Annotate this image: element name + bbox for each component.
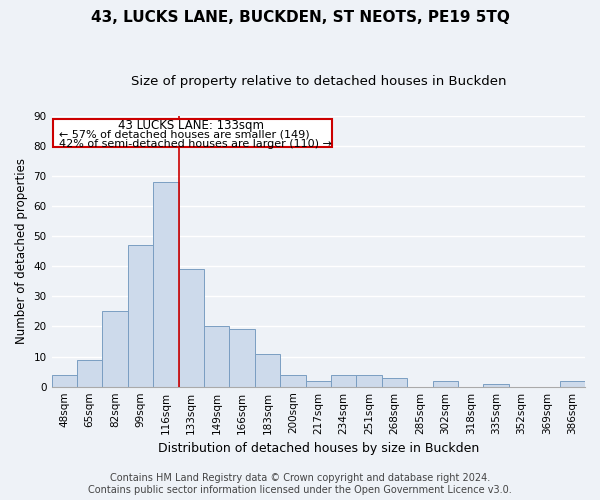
Bar <box>77 360 103 386</box>
Bar <box>305 380 331 386</box>
Bar <box>204 326 229 386</box>
X-axis label: Distribution of detached houses by size in Buckden: Distribution of detached houses by size … <box>158 442 479 455</box>
Text: 42% of semi-detached houses are larger (110) →: 42% of semi-detached houses are larger (… <box>59 139 332 149</box>
Bar <box>255 354 280 386</box>
Y-axis label: Number of detached properties: Number of detached properties <box>15 158 28 344</box>
Text: 43 LUCKS LANE: 133sqm: 43 LUCKS LANE: 133sqm <box>118 119 264 132</box>
Title: Size of property relative to detached houses in Buckden: Size of property relative to detached ho… <box>131 75 506 88</box>
Bar <box>433 380 458 386</box>
Bar <box>103 312 128 386</box>
Bar <box>52 374 77 386</box>
Text: 43, LUCKS LANE, BUCKDEN, ST NEOTS, PE19 5TQ: 43, LUCKS LANE, BUCKDEN, ST NEOTS, PE19 … <box>91 10 509 25</box>
Text: Contains HM Land Registry data © Crown copyright and database right 2024.
Contai: Contains HM Land Registry data © Crown c… <box>88 474 512 495</box>
Bar <box>331 374 356 386</box>
Bar <box>484 384 509 386</box>
Bar <box>128 245 153 386</box>
Bar <box>280 374 305 386</box>
Text: ← 57% of detached houses are smaller (149): ← 57% of detached houses are smaller (14… <box>59 129 310 139</box>
Bar <box>229 330 255 386</box>
Bar <box>356 374 382 386</box>
FancyBboxPatch shape <box>53 118 332 147</box>
Bar <box>179 269 204 386</box>
Bar <box>382 378 407 386</box>
Bar <box>560 380 585 386</box>
Bar <box>153 182 179 386</box>
